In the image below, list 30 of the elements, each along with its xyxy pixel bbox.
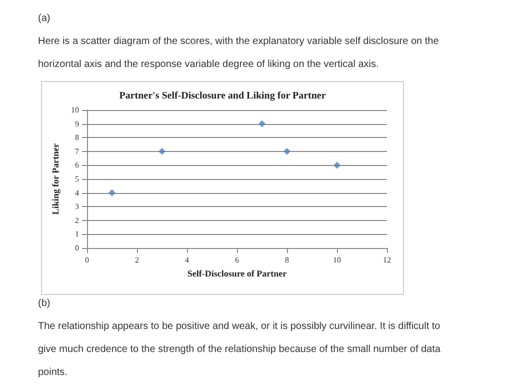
y-tick-label: 1 [75,230,79,239]
x-tick-label: 2 [135,256,139,264]
text: Here is a scatter diagram of the scores, with the explanatory variable self disclosure on the horizontal axis and the response variable degree of liking on the vertical axis. [38,36,439,70]
point [258,120,266,128]
y-tick-label: 9 [75,119,79,128]
x-tick-label: 6 [235,256,239,264]
point [108,189,116,196]
y-tick-label: 6 [75,160,79,170]
x-tick-label: 8 [285,256,289,264]
y-tick-label: 2 [75,216,79,225]
y-tick-label: 0 [75,244,79,252]
y-tick-label: 7 [75,146,79,156]
text: The relationship appears to be positive and weak, or it is possibly curvilinear. It is difficult to give much credence to the strength of the relationship because of the small number of data points. [38,321,440,378]
chart-title: Partner's Self-Disclosure and Liking for Partner [119,90,326,102]
y-axis-title: Liking for Partner [50,143,61,215]
x-tick-label: 12 [383,256,391,264]
text: (b) [38,297,52,311]
point [334,162,340,169]
x-tick-label: 4 [185,256,189,264]
x-axis-title: Self-Disclosure of Partner [187,268,287,278]
y-tick-label: 4 [75,188,79,198]
point [158,148,166,155]
y-tick-label: 5 [75,174,79,184]
x-tick-label: 0 [85,256,89,264]
text: (a) [38,12,52,26]
y-tick-label: 3 [75,202,79,212]
x-tick-label: 10 [333,256,341,264]
point [284,148,290,155]
y-tick-label: 8 [75,133,79,142]
y-tick-label: 10 [71,106,79,114]
